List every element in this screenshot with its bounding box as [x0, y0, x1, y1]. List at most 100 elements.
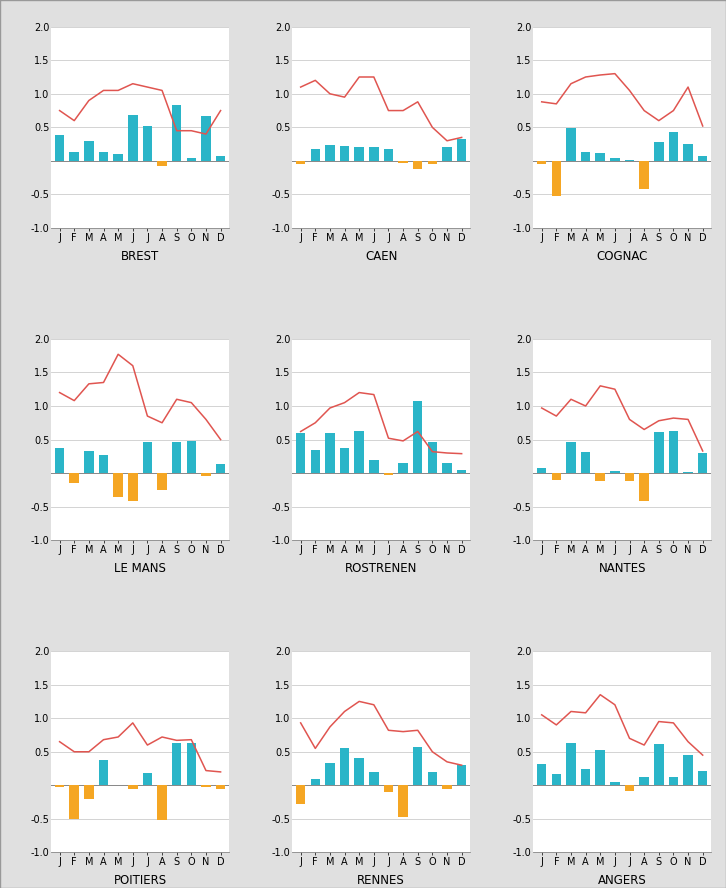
- Bar: [457, 139, 466, 161]
- Bar: [201, 785, 211, 788]
- X-axis label: LE MANS: LE MANS: [114, 562, 166, 575]
- Bar: [340, 448, 349, 473]
- Bar: [143, 126, 152, 161]
- Bar: [70, 152, 79, 161]
- Bar: [683, 755, 693, 785]
- Bar: [143, 441, 152, 473]
- Bar: [413, 747, 423, 785]
- Bar: [340, 748, 349, 785]
- Bar: [216, 464, 225, 473]
- Bar: [581, 768, 590, 785]
- Bar: [354, 147, 364, 161]
- Bar: [640, 161, 649, 189]
- Bar: [113, 473, 123, 496]
- Bar: [595, 153, 605, 161]
- Bar: [369, 147, 378, 161]
- X-axis label: CAEN: CAEN: [365, 250, 397, 263]
- Bar: [457, 470, 466, 473]
- Bar: [216, 785, 225, 789]
- Bar: [84, 141, 94, 161]
- Bar: [311, 779, 320, 785]
- Bar: [698, 453, 707, 473]
- Bar: [296, 432, 306, 473]
- Bar: [99, 455, 108, 473]
- Bar: [566, 441, 576, 473]
- Bar: [369, 772, 378, 785]
- Bar: [552, 473, 561, 480]
- X-axis label: BREST: BREST: [121, 250, 159, 263]
- Bar: [413, 161, 423, 169]
- Bar: [70, 473, 79, 483]
- Bar: [442, 147, 452, 161]
- Bar: [325, 763, 335, 785]
- Bar: [537, 161, 547, 164]
- Bar: [654, 744, 664, 785]
- Bar: [428, 772, 437, 785]
- Bar: [640, 777, 649, 785]
- X-axis label: RENNES: RENNES: [357, 875, 405, 887]
- Bar: [201, 116, 211, 161]
- Bar: [128, 473, 137, 502]
- Bar: [158, 473, 167, 490]
- Bar: [158, 161, 167, 166]
- Bar: [55, 785, 65, 787]
- Bar: [595, 750, 605, 785]
- Bar: [296, 785, 306, 805]
- Bar: [128, 115, 137, 161]
- Bar: [654, 142, 664, 161]
- Bar: [55, 135, 65, 161]
- Bar: [384, 785, 393, 792]
- Bar: [354, 758, 364, 785]
- X-axis label: COGNAC: COGNAC: [597, 250, 648, 263]
- Bar: [325, 432, 335, 473]
- Bar: [369, 460, 378, 473]
- Bar: [669, 777, 678, 785]
- Bar: [581, 452, 590, 473]
- Bar: [581, 152, 590, 161]
- Bar: [669, 132, 678, 161]
- Bar: [625, 785, 635, 790]
- Bar: [566, 743, 576, 785]
- Bar: [457, 765, 466, 785]
- Bar: [187, 743, 196, 785]
- Bar: [354, 431, 364, 473]
- Bar: [55, 448, 65, 473]
- Bar: [399, 785, 408, 817]
- Bar: [698, 771, 707, 785]
- X-axis label: ROSTRENEN: ROSTRENEN: [345, 562, 417, 575]
- Bar: [172, 105, 182, 161]
- Bar: [442, 785, 452, 789]
- Bar: [158, 785, 167, 821]
- Bar: [384, 149, 393, 161]
- Bar: [84, 785, 94, 799]
- Bar: [683, 144, 693, 161]
- Bar: [428, 441, 437, 473]
- Bar: [399, 161, 408, 163]
- Bar: [70, 785, 79, 819]
- X-axis label: ANGERS: ANGERS: [597, 875, 647, 887]
- Bar: [201, 473, 211, 477]
- Bar: [610, 157, 619, 161]
- Bar: [537, 764, 547, 785]
- X-axis label: NANTES: NANTES: [598, 562, 646, 575]
- Bar: [552, 774, 561, 785]
- Bar: [698, 156, 707, 161]
- Bar: [99, 152, 108, 161]
- Bar: [99, 760, 108, 785]
- Bar: [311, 449, 320, 473]
- Bar: [187, 441, 196, 473]
- Bar: [84, 451, 94, 473]
- Bar: [216, 156, 225, 161]
- Bar: [325, 146, 335, 161]
- Bar: [683, 472, 693, 473]
- X-axis label: POITIERS: POITIERS: [113, 875, 167, 887]
- Bar: [640, 473, 649, 502]
- Bar: [413, 400, 423, 473]
- Bar: [113, 155, 123, 161]
- Bar: [625, 473, 635, 481]
- Bar: [296, 161, 306, 164]
- Bar: [428, 161, 437, 164]
- Bar: [172, 743, 182, 785]
- Bar: [399, 463, 408, 473]
- Bar: [128, 785, 137, 789]
